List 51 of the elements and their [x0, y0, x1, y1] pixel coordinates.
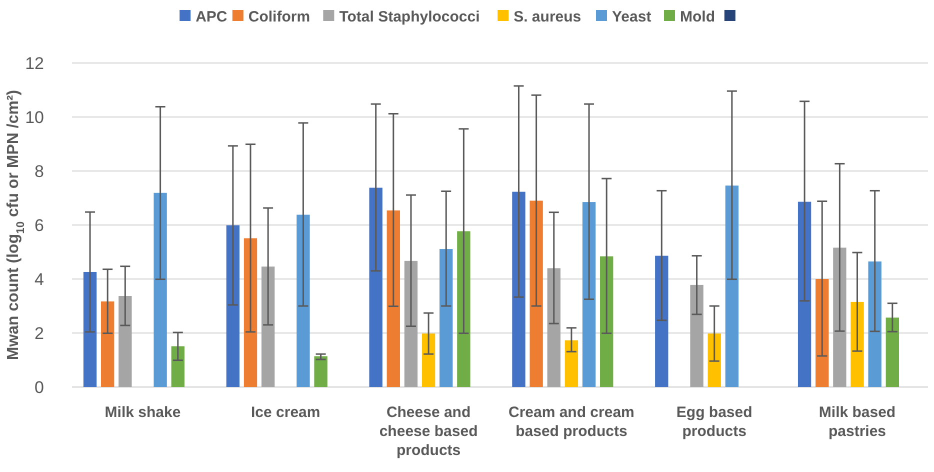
- y-tick-label: 4: [34, 270, 44, 289]
- bar: [798, 202, 812, 387]
- x-tick-label: Cheese and cheese based products: [379, 404, 478, 459]
- legend-label: Total Staphylococci: [339, 8, 480, 26]
- bar: [314, 356, 328, 387]
- legend-label: Mold: [680, 8, 715, 26]
- legend-label: Yeast: [612, 8, 652, 26]
- bar: [816, 279, 829, 387]
- bar: [404, 260, 418, 387]
- x-tick-label: Milk based pastries: [818, 404, 896, 440]
- bar: [154, 192, 167, 387]
- bar: [457, 231, 470, 387]
- y-tick-label: 12: [25, 54, 44, 73]
- x-tick-label: Egg based products: [676, 404, 752, 440]
- bar: [171, 346, 184, 387]
- bar: [440, 249, 453, 387]
- bar: [600, 256, 614, 387]
- x-tick-label: Cream and cream based products: [508, 404, 634, 440]
- x-tick-label: Ice cream: [251, 404, 320, 421]
- x-tick-label: Milk shake: [104, 404, 181, 421]
- bar: [886, 318, 899, 387]
- bar: [369, 188, 382, 387]
- y-tick-label: 0: [34, 378, 44, 397]
- y-tick-label: 2: [34, 324, 44, 343]
- y-tick-label: 10: [25, 108, 44, 127]
- legend-label: APC: [196, 8, 228, 26]
- bar: [868, 261, 882, 387]
- bar: [512, 192, 526, 387]
- bar: [386, 210, 400, 387]
- bar: [850, 302, 864, 387]
- bar: [118, 296, 132, 387]
- legend-label: S. aureus: [514, 8, 582, 26]
- bar: [582, 202, 596, 387]
- y-tick-label: 8: [34, 162, 44, 181]
- bar: [83, 272, 97, 387]
- bar: [547, 268, 560, 387]
- bar: [261, 266, 275, 387]
- bar: [296, 214, 310, 387]
- bar: [725, 186, 739, 387]
- bar: [833, 248, 846, 387]
- bar: [690, 284, 704, 387]
- bar: [564, 340, 578, 387]
- bar: [244, 238, 258, 387]
- bar: [226, 225, 240, 387]
- bar: [708, 334, 721, 387]
- bar: [101, 301, 114, 387]
- legend-label: Coliform: [248, 8, 310, 26]
- y-tick-label: 6: [34, 216, 44, 235]
- bar: [422, 334, 436, 387]
- bar: [655, 256, 668, 387]
- bar: [530, 200, 543, 387]
